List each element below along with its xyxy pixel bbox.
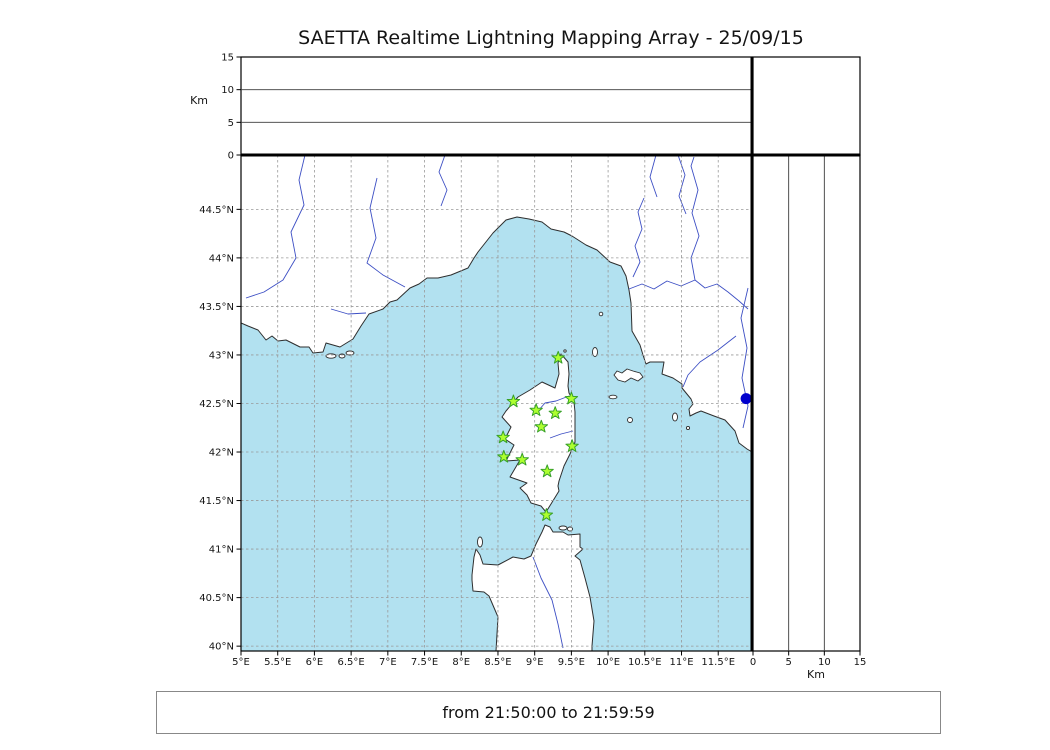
map-panel	[240, 154, 753, 652]
river-line	[330, 308, 367, 315]
lon-tick-label: 7°E	[379, 657, 397, 668]
lon-tick-label: 8°E	[452, 657, 470, 668]
land-layer	[241, 155, 752, 651]
island-levant	[345, 350, 355, 356]
river-line	[649, 155, 658, 198]
alt-tick-label-left: 0	[228, 151, 234, 162]
lat-tick-label: 43.5°N	[199, 302, 234, 313]
altitude-top-panel	[240, 56, 753, 156]
island-giraglia	[563, 349, 567, 353]
station-marker	[551, 350, 565, 364]
lat-tick-label: 42°N	[209, 448, 234, 459]
alt-tick-label-bottom: 5	[785, 657, 791, 668]
island-capraia	[592, 347, 598, 357]
island-giglio	[672, 412, 678, 422]
lon-tick-label: 5.5°E	[264, 657, 291, 668]
lat-tick-label: 42.5°N	[199, 399, 234, 410]
station-marker	[529, 403, 543, 416]
island-porquerolles	[325, 353, 337, 359]
km-axis-label-left: Km	[190, 94, 208, 107]
lon-tick-label: 9°E	[526, 657, 544, 668]
station-marker	[540, 464, 554, 478]
km-axis-label-bottom: Km	[807, 668, 825, 681]
lon-tick-label: 10.5°E	[628, 657, 662, 668]
figure-title: SAETTA Realtime Lightning Mapping Array …	[298, 27, 804, 49]
altitude-right-panel	[752, 154, 861, 652]
station-marker	[564, 391, 579, 405]
island-gorgona	[598, 311, 604, 317]
station-marker	[534, 419, 548, 433]
island-asinara	[477, 536, 483, 548]
lat-tick-label: 43°N	[209, 350, 234, 361]
axis-labels-layer: 5°E 5.5°E 6°E 6.5°E 7°E 7.5°E 8°E 8.5°E 9°E 9.5°E…	[199, 53, 866, 669]
corner-box	[752, 56, 861, 156]
lat-tick-label: 41.5°N	[199, 496, 234, 507]
station-marker	[548, 406, 562, 419]
lat-tick-label: 41°N	[209, 545, 234, 556]
altitude-right-gridlines	[788, 155, 825, 651]
event-marker-dot	[740, 393, 752, 405]
alt-tick-label-left: 10	[221, 85, 234, 96]
island-giannutri	[685, 425, 691, 431]
lat-tick-label: 40.5°N	[199, 593, 234, 604]
river-line	[366, 177, 406, 288]
station-marker	[497, 449, 511, 463]
lon-tick-label: 10°E	[596, 657, 620, 668]
river-line	[682, 335, 737, 388]
station-marker	[496, 430, 510, 444]
river-line	[740, 287, 749, 429]
altitude-top-gridlines	[241, 89, 752, 123]
island-maddalena	[558, 525, 568, 531]
altitude-right-border	[752, 154, 861, 652]
time-window-text: from 21:50:00 to 21:59:59	[442, 703, 655, 722]
lat-tick-label: 44.5°N	[199, 205, 234, 216]
river-line	[245, 155, 306, 299]
coastline-corsica	[501, 353, 576, 513]
station-marker	[506, 394, 521, 408]
coastline-mainland	[241, 155, 752, 453]
river-line	[549, 430, 574, 439]
lon-tick-label: 11.5°E	[701, 657, 735, 668]
lat-tick-label: 40°N	[209, 642, 234, 653]
river-line	[532, 556, 564, 649]
lon-tick-label: 9.5°E	[558, 657, 585, 668]
alt-tick-label-bottom: 10	[818, 657, 831, 668]
lon-tick-label: 6.5°E	[338, 657, 365, 668]
alt-tick-label-left: 5	[228, 118, 234, 129]
station-marker	[515, 452, 529, 466]
station-marker	[539, 508, 554, 521]
lat-tick-label: 44°N	[209, 253, 234, 264]
river-line	[438, 155, 448, 207]
alt-tick-label-bottom: 0	[750, 657, 756, 668]
lon-tick-label: 8.5°E	[484, 657, 511, 668]
rivers-layer	[245, 155, 749, 649]
time-window-box: from 21:50:00 to 21:59:59	[156, 691, 941, 734]
lon-tick-label: 5°E	[232, 657, 250, 668]
river-line	[632, 197, 645, 278]
river-line	[537, 395, 570, 412]
island-pianosa	[608, 394, 618, 400]
grid-layer	[240, 155, 752, 651]
coastline-sardinia	[471, 524, 595, 651]
station-layer	[496, 350, 579, 521]
alt-tick-label-left: 15	[221, 53, 234, 64]
lon-tick-label: 6°E	[306, 657, 324, 668]
station-marker	[565, 439, 579, 452]
alt-tick-label-bottom: 15	[854, 657, 867, 668]
lon-tick-label: 7.5°E	[411, 657, 438, 668]
island-montecristo	[627, 417, 633, 423]
lon-tick-label: 11°E	[669, 657, 693, 668]
altitude-top-border	[240, 56, 753, 156]
island-elba	[613, 368, 644, 383]
